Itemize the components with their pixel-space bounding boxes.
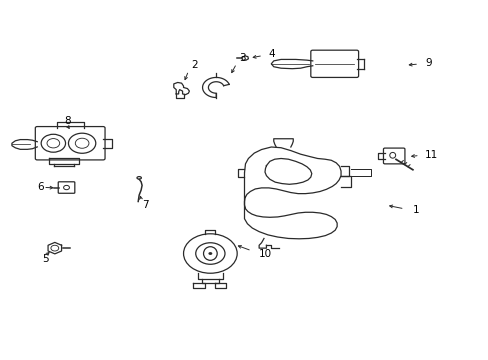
Text: 4: 4	[268, 49, 275, 59]
Text: 7: 7	[142, 200, 148, 210]
Text: 8: 8	[64, 116, 71, 126]
Text: 6: 6	[37, 182, 44, 192]
Text: 10: 10	[259, 248, 272, 258]
Text: 1: 1	[412, 206, 419, 216]
Circle shape	[208, 252, 212, 255]
Text: 9: 9	[424, 58, 430, 68]
Text: 2: 2	[190, 60, 197, 70]
Text: 11: 11	[424, 150, 437, 160]
Text: 3: 3	[239, 53, 246, 63]
Text: 5: 5	[42, 254, 49, 264]
